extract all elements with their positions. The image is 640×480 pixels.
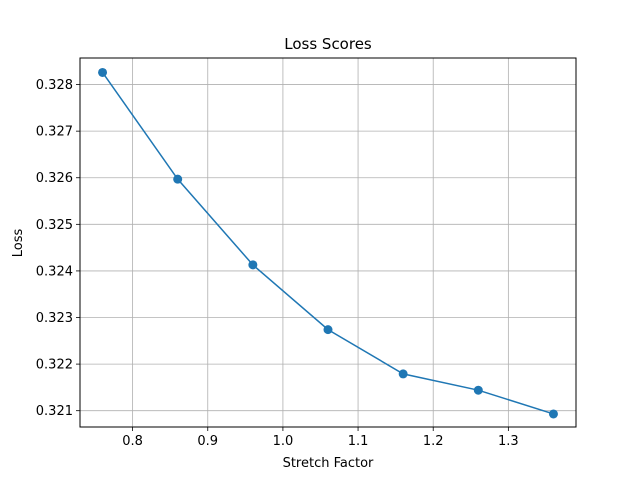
- x-tick-label: 1.3: [498, 434, 519, 449]
- y-tick-label: 0.326: [36, 171, 73, 186]
- loss-data-point: [173, 174, 183, 184]
- plot-area: [80, 58, 576, 427]
- loss-data-point: [473, 385, 483, 395]
- grid-lines: [80, 58, 576, 427]
- y-tick-label: 0.325: [36, 218, 73, 233]
- y-tick-label: 0.321: [36, 404, 73, 419]
- tick-layer: 0.8 0.9 1.0 1.1 1.2 1.3 0.321 0.322 0.323 0.324 0.…: [36, 78, 519, 449]
- y-tick-label: 0.327: [36, 125, 73, 140]
- x-tick-label: 1.1: [348, 434, 369, 449]
- loss-data-point: [398, 369, 408, 379]
- plot-frame: [79, 57, 577, 428]
- y-tick-label: 0.323: [36, 311, 73, 326]
- loss-data-point: [248, 260, 258, 270]
- loss-data-point: [98, 67, 108, 77]
- loss-data-point: [548, 409, 558, 419]
- x-tick-label: 1.2: [423, 434, 444, 449]
- chart-title: Loss Scores: [284, 35, 372, 53]
- x-tick-label: 1.0: [273, 434, 294, 449]
- x-axis-label: Stretch Factor: [283, 456, 374, 471]
- y-tick-label: 0.322: [36, 358, 73, 373]
- y-axis-label: Loss: [11, 229, 26, 258]
- x-tick-label: 0.8: [122, 434, 143, 449]
- y-tick-label: 0.328: [36, 78, 73, 93]
- x-tick-label: 0.9: [197, 434, 218, 449]
- loss-data-point: [323, 325, 333, 335]
- series-layer: [98, 67, 558, 419]
- y-tick-label: 0.324: [36, 264, 73, 279]
